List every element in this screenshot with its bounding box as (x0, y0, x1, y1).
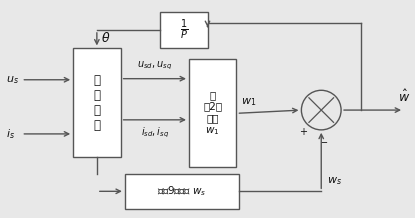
Text: 式
（2）
计算
$w_1$: 式 （2） 计算 $w_1$ (203, 90, 222, 137)
Text: +: + (299, 127, 308, 137)
Bar (73, 48, 121, 157)
Text: $w_1$: $w_1$ (241, 96, 256, 108)
Text: $\hat{w}$: $\hat{w}$ (398, 89, 410, 105)
Text: $i_{sd},i_{sq}$: $i_{sd},i_{sq}$ (141, 125, 169, 140)
Text: 坐
标
变
换: 坐 标 变 换 (93, 73, 100, 131)
Text: $i_s$: $i_s$ (6, 127, 15, 141)
Bar (189, 59, 237, 167)
Bar (160, 12, 208, 48)
Text: 式（9）计算 $w_s$: 式（9）计算 $w_s$ (157, 184, 206, 198)
Text: $u_{sd},u_{sq}$: $u_{sd},u_{sq}$ (137, 60, 172, 72)
Text: $\theta$: $\theta$ (101, 31, 110, 45)
Text: $-$: $-$ (319, 136, 328, 146)
Text: $\frac{1}{P}$: $\frac{1}{P}$ (180, 18, 188, 42)
Bar (125, 174, 239, 209)
Text: $w_s$: $w_s$ (327, 175, 342, 187)
Text: $u_s$: $u_s$ (6, 74, 19, 86)
